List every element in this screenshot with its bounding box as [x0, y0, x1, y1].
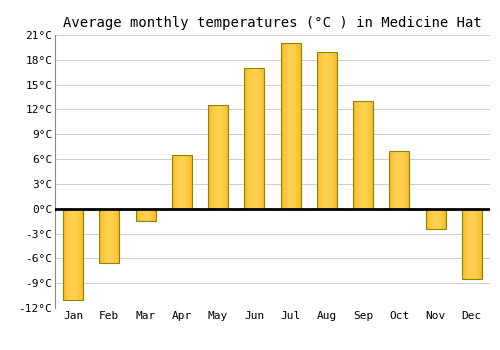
Bar	[280, 43, 300, 209]
Bar	[208, 105, 228, 209]
Bar	[63, 209, 83, 300]
Title: Average monthly temperatures (°C ) in Medicine Hat: Average monthly temperatures (°C ) in Me…	[63, 16, 482, 30]
Bar	[462, 209, 482, 279]
Bar	[172, 155, 192, 209]
Bar	[244, 68, 264, 209]
Bar	[317, 51, 337, 209]
Bar	[426, 209, 446, 229]
Bar	[353, 101, 373, 209]
Bar	[136, 209, 156, 221]
Bar	[100, 209, 119, 262]
Bar	[390, 151, 409, 209]
